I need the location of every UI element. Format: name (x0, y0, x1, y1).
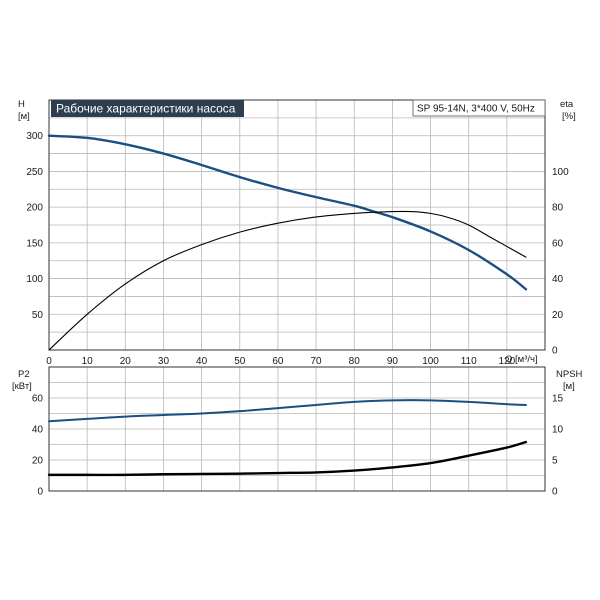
x-tick-label: 40 (196, 356, 208, 367)
h-axis-unit: [м] (18, 111, 30, 122)
x-tick-label: 30 (158, 356, 170, 367)
p2-tick-label: 20 (32, 456, 44, 467)
x-tick-label: 10 (82, 356, 94, 367)
h-tick-label: 50 (32, 310, 44, 321)
axis-tick-labels: 0 10 20 30 40 50 60 70 80 90 100 110 120501001502002… (26, 131, 569, 497)
h-axis-label: H (18, 99, 25, 110)
npsh-tick-label: 15 (552, 394, 564, 405)
eta-curve (48, 210, 527, 351)
eta-tick-label: 40 (552, 274, 564, 285)
p2-tick-label: 40 (32, 425, 44, 436)
p2-curve (48, 399, 527, 423)
p2-axis-unit: [кВт] (12, 381, 32, 392)
x-tick-label: 80 (349, 356, 361, 367)
h-tick-label: 150 (26, 238, 43, 249)
h-tick-label: 100 (26, 274, 43, 285)
p2-tick-label: 60 (32, 394, 44, 405)
model-label: SP 95-14N, 3*400 V, 50Hz (417, 104, 535, 115)
q-axis-label: Q [м³/ч] (505, 354, 538, 365)
npsh-curve (47, 440, 528, 477)
model-label-box (412, 99, 546, 117)
x-tick-label: 70 (311, 356, 323, 367)
bottom-plot-frame (48, 366, 546, 492)
npsh-tick-label: 10 (552, 425, 564, 436)
x-tick-label: 110 (461, 356, 477, 367)
npsh-tick-label: 0 (552, 487, 558, 498)
x-tick-label: 120 (499, 356, 516, 367)
x-tick-label: 0 (46, 356, 52, 367)
x-tick-label: 60 (272, 356, 284, 367)
eta-axis-unit: [%] (562, 111, 576, 122)
h-tick-label: 250 (26, 167, 43, 178)
npsh-axis-label: NPSH (556, 369, 583, 380)
h-curve (47, 134, 528, 291)
top-plot-grid (49, 100, 545, 350)
x-tick-label: 50 (234, 356, 246, 367)
eta-tick-label: 20 (552, 310, 564, 321)
npsh-tick-label: 5 (552, 456, 558, 467)
x-tick-label: 90 (387, 356, 399, 367)
chart-title: Рабочие характеристики насоса (56, 102, 236, 116)
bottom-plot-grid (49, 367, 545, 491)
top-plot-series (47, 134, 528, 351)
eta-tick-label: 80 (552, 203, 564, 214)
h-tick-label: 300 (26, 131, 43, 142)
eta-tick-label: 100 (552, 167, 569, 178)
chart-title-background (51, 100, 244, 117)
x-tick-label: 100 (422, 356, 439, 367)
eta-tick-label: 0 (552, 346, 558, 357)
eta-axis-label: eta (560, 99, 574, 110)
npsh-axis-unit: [м] (563, 381, 575, 392)
bottom-plot-series (47, 399, 528, 477)
eta-tick-label: 60 (552, 238, 564, 249)
top-plot-frame (48, 99, 546, 351)
h-tick-label: 200 (26, 203, 43, 214)
x-tick-label: 20 (120, 356, 132, 367)
p2-tick-label: 0 (37, 487, 43, 498)
p2-axis-label: P2 (18, 369, 30, 380)
